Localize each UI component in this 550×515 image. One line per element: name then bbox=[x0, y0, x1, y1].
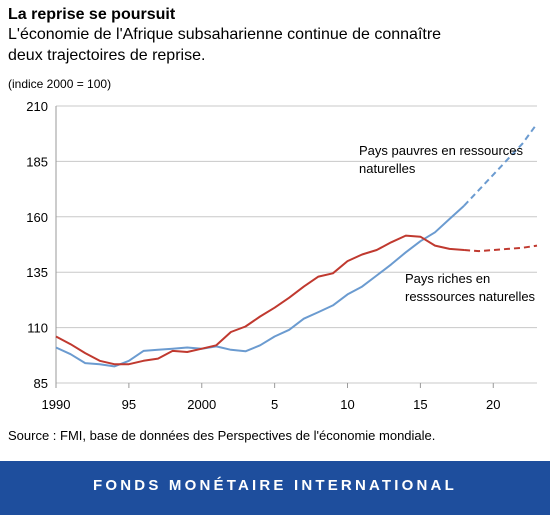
footer-text: FONDS MONÉTAIRE INTERNATIONAL bbox=[93, 477, 457, 494]
chart-title: La reprise se poursuit bbox=[8, 6, 176, 23]
y-tick-label: 210 bbox=[26, 99, 48, 114]
series-label: Pays pauvres en ressources bbox=[359, 143, 524, 158]
y-tick-label: 160 bbox=[26, 210, 48, 225]
series-projection-poor bbox=[463, 123, 538, 207]
y-tick-label: 185 bbox=[26, 154, 48, 169]
series-label: resssources naturelles bbox=[405, 289, 536, 304]
x-tick-label: 10 bbox=[340, 397, 354, 412]
line-chart: 85 110 135 160 185 210 1990 95 2000 5 10 15 20 Pays p… bbox=[26, 99, 538, 412]
y-tick-label: 110 bbox=[27, 321, 48, 336]
y-tick-label: 85 bbox=[34, 376, 48, 391]
series-label: Pays riches en bbox=[405, 271, 490, 286]
y-tick-label: 135 bbox=[26, 265, 48, 280]
chart-subtitle: L'économie de l'Afrique subsaharienne co… bbox=[8, 26, 442, 64]
footer-banner: FONDS MONÉTAIRE INTERNATIONAL bbox=[0, 461, 550, 515]
series-label: naturelles bbox=[359, 161, 416, 176]
x-tick-label: 1990 bbox=[42, 397, 71, 412]
series-projection-rich bbox=[464, 244, 538, 253]
x-tick-label: 20 bbox=[486, 397, 500, 412]
series-line-poor bbox=[55, 204, 465, 368]
x-tick-label: 5 bbox=[271, 397, 278, 412]
unit-label: (indice 2000 = 100) bbox=[8, 77, 112, 91]
source-note: Source : FMI, base de données des Perspe… bbox=[8, 428, 436, 443]
series-line-rich bbox=[55, 234, 465, 366]
x-tick-label: 15 bbox=[413, 397, 427, 412]
x-tick-label: 2000 bbox=[187, 397, 216, 412]
x-tick-label: 95 bbox=[122, 397, 136, 412]
